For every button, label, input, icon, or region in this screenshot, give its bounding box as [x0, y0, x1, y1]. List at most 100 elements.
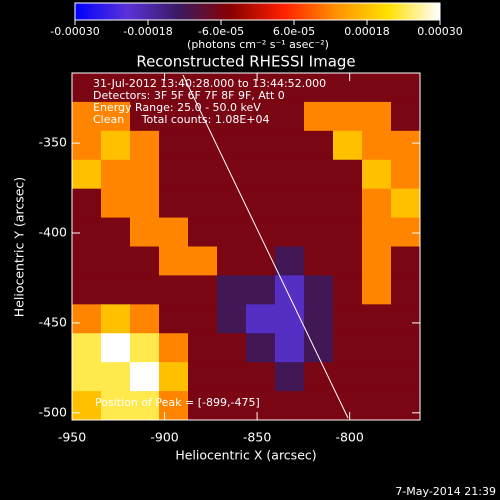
- pixel: [391, 101, 420, 132]
- pixel: [333, 246, 363, 276]
- pixel: [362, 362, 392, 392]
- pixel: [72, 217, 102, 247]
- pixel: [362, 304, 392, 334]
- pixel: [362, 246, 392, 276]
- pixel: [217, 362, 247, 392]
- pixel: [333, 188, 363, 219]
- pixel: [101, 391, 131, 420]
- pixel: [333, 362, 363, 392]
- pixel: [159, 333, 189, 363]
- pixel: [130, 333, 160, 363]
- pixel: [130, 246, 160, 276]
- pixel: [275, 217, 305, 247]
- pixel: [246, 188, 276, 219]
- pixel: [304, 73, 334, 103]
- pixel: [275, 188, 305, 219]
- pixel: [391, 246, 420, 276]
- pixel: [304, 217, 334, 247]
- pixel: [101, 101, 131, 132]
- pixel: [130, 130, 160, 161]
- pixel: [72, 188, 102, 219]
- pixel: [304, 246, 334, 276]
- pixel: [391, 73, 420, 103]
- pixel: [391, 217, 420, 247]
- pixel: [275, 246, 305, 276]
- pixel: [188, 333, 218, 363]
- pixel: [72, 333, 102, 363]
- pixel: [304, 275, 334, 305]
- pixel: [391, 159, 420, 190]
- pixel: [188, 304, 218, 334]
- pixel: [130, 159, 160, 190]
- pixel: [101, 246, 131, 276]
- pixel: [391, 130, 420, 161]
- pixel: [362, 275, 392, 305]
- pixel: [391, 188, 420, 219]
- pixel: [159, 275, 189, 305]
- colorbar: [74, 2, 441, 21]
- pixel: [217, 246, 247, 276]
- pixel: [246, 101, 276, 132]
- pixel: [217, 333, 247, 363]
- peak-label: Position of Peak = [-899,-475]: [95, 396, 260, 409]
- pixel: [304, 391, 334, 420]
- pixel: [275, 73, 305, 103]
- pixel: [304, 362, 334, 392]
- pixel: [333, 101, 363, 132]
- pixel: [362, 101, 392, 132]
- pixel: [72, 275, 102, 305]
- pixel: [72, 304, 102, 334]
- pixel: [188, 188, 218, 219]
- pixel: [130, 391, 160, 420]
- pixel: [333, 159, 363, 190]
- pixel: [275, 101, 305, 132]
- pixel: [362, 391, 392, 420]
- pixel: [391, 391, 420, 420]
- x-tick-label: -800: [335, 430, 363, 445]
- pixel: [130, 275, 160, 305]
- y-tick-label: -450: [39, 314, 67, 329]
- pixel: [304, 159, 334, 190]
- pixel: [246, 246, 276, 276]
- colorbar-tick-label: -0.00030: [50, 25, 99, 38]
- pixel: [362, 73, 392, 103]
- pixel: [101, 130, 131, 161]
- pixel: [159, 130, 189, 161]
- pixel: [159, 159, 189, 190]
- pixel: [246, 73, 276, 103]
- pixel: [217, 73, 247, 103]
- pixel: [275, 304, 305, 334]
- pixel: [246, 217, 276, 247]
- pixel: [130, 217, 160, 247]
- pixel: [159, 101, 189, 132]
- pixel: [101, 275, 131, 305]
- pixel: [130, 73, 160, 103]
- y-tick-label: -500: [39, 404, 67, 419]
- pixel: [333, 275, 363, 305]
- pixel: [275, 391, 305, 420]
- pixel: [217, 188, 247, 219]
- x-tick-label: -850: [243, 430, 271, 445]
- pixel: [101, 304, 131, 334]
- pixel: [217, 217, 247, 247]
- pixel: [159, 246, 189, 276]
- pixel: [304, 188, 334, 219]
- chart-title: Reconstructed RHESSI Image: [136, 53, 355, 71]
- pixel: [101, 333, 131, 363]
- pixel: [72, 362, 102, 392]
- pixel: [217, 159, 247, 190]
- pixel: [246, 304, 276, 334]
- pixel: [188, 391, 218, 420]
- pixel: [159, 217, 189, 247]
- pixel: [130, 362, 160, 392]
- pixel: [101, 362, 131, 392]
- pixel: [362, 159, 392, 190]
- pixel: [72, 391, 102, 420]
- pixel: [275, 130, 305, 161]
- pixel: [246, 333, 276, 363]
- colorbar-tick-label: 0.00030: [417, 25, 463, 38]
- pixel: [101, 217, 131, 247]
- colorbar-tick-label: -6.0e-05: [198, 25, 244, 38]
- y-axis-label: Heliocentric Y (arcsec): [12, 177, 27, 317]
- pixel: [159, 362, 189, 392]
